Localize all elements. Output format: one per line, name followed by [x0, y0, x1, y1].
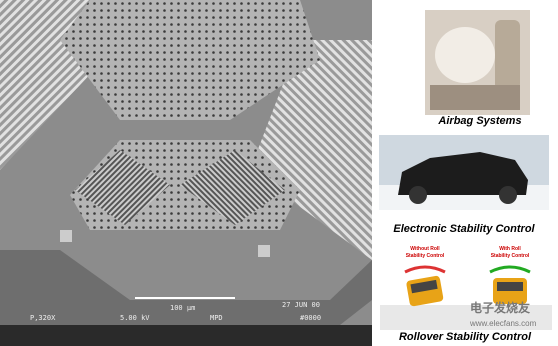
label: Stability Control [406, 253, 445, 259]
watermark-url: www.elecfans.com [469, 319, 537, 328]
sem-image: 100 μm 27 JUN 00 P,320X 5.00 kV MPD #000… [0, 0, 372, 346]
label: Without Roll [410, 246, 440, 252]
label: Stability Control [491, 253, 530, 259]
scale-bar-label: 100 μm [170, 304, 195, 312]
caption: Airbag Systems [437, 115, 521, 127]
caption: Electronic Stability Control [393, 223, 535, 235]
magnification: P,320X [30, 314, 56, 322]
watermark-brand: 电子发烧友 [470, 300, 530, 315]
label: With Roll [499, 246, 521, 252]
date: 27 JUN 00 [282, 301, 320, 309]
car-photo [379, 135, 549, 210]
caption: Rollover Stability Control [399, 331, 532, 343]
image-id: #0000 [300, 314, 321, 322]
rollover-illustration: Without Roll Stability Control With Roll… [380, 240, 552, 330]
operator: MPD [210, 314, 223, 322]
airbag-photo [425, 10, 530, 115]
voltage: 5.00 kV [120, 314, 150, 322]
